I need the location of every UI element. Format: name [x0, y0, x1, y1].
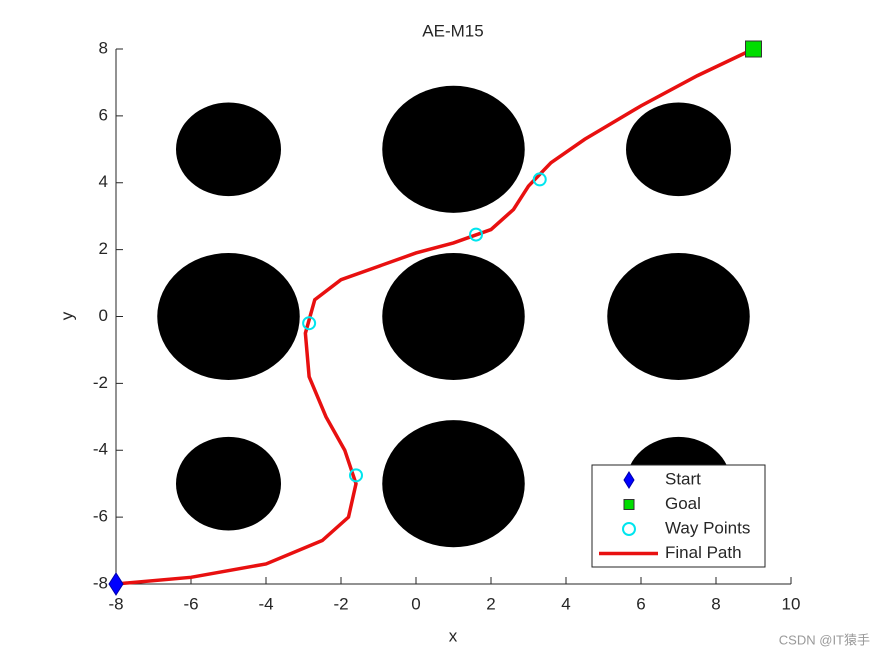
x-tick-label: -4 [258, 594, 273, 613]
obstacle [176, 102, 281, 197]
obstacle [382, 420, 525, 548]
y-axis-label: y [57, 311, 76, 320]
x-tick-label: 8 [711, 594, 720, 613]
obstacle [382, 85, 525, 213]
x-tick-label: -6 [183, 594, 198, 613]
y-tick-label: -2 [93, 373, 108, 392]
obstacle [607, 252, 750, 381]
y-tick-label: 0 [99, 306, 108, 325]
x-tick-label: -2 [333, 594, 348, 613]
point [745, 40, 762, 58]
y-tick-label: -4 [93, 440, 108, 459]
x-axis-label: x [449, 626, 458, 645]
point [469, 227, 483, 242]
final-path [115, 47, 755, 586]
legend-swatch [622, 522, 636, 536]
chart-title: AE-M15 [422, 21, 483, 40]
legend-swatch [623, 499, 635, 510]
y-tick-label: 8 [99, 38, 108, 57]
point [302, 316, 317, 331]
x-tick-label: 10 [782, 594, 801, 613]
obstacle [382, 252, 525, 381]
x-tick-label: 2 [486, 594, 495, 613]
y-tick-label: -6 [93, 507, 108, 526]
x-tick-label: 4 [561, 594, 570, 613]
obstacle [157, 252, 300, 381]
point [349, 468, 363, 483]
y-tick-label: 4 [99, 172, 108, 191]
y-tick-label: 6 [99, 105, 108, 124]
legend-box [591, 464, 766, 568]
y-tick-label: -8 [93, 573, 108, 592]
legend-label: Final Path [665, 543, 742, 562]
obstacle [626, 102, 731, 197]
point [532, 172, 547, 187]
legend-label: Goal [665, 494, 701, 513]
x-tick-label: -8 [108, 594, 123, 613]
x-tick-label: 0 [411, 594, 420, 613]
point [108, 572, 124, 596]
legend-swatch [623, 471, 635, 489]
legend-label: Start [665, 469, 701, 488]
y-tick-label: 2 [99, 239, 108, 258]
legend-label: Way Points [665, 518, 750, 537]
x-tick-label: 6 [636, 594, 645, 613]
obstacle [176, 436, 281, 531]
watermark: CSDN @IT猿手 [779, 632, 870, 647]
